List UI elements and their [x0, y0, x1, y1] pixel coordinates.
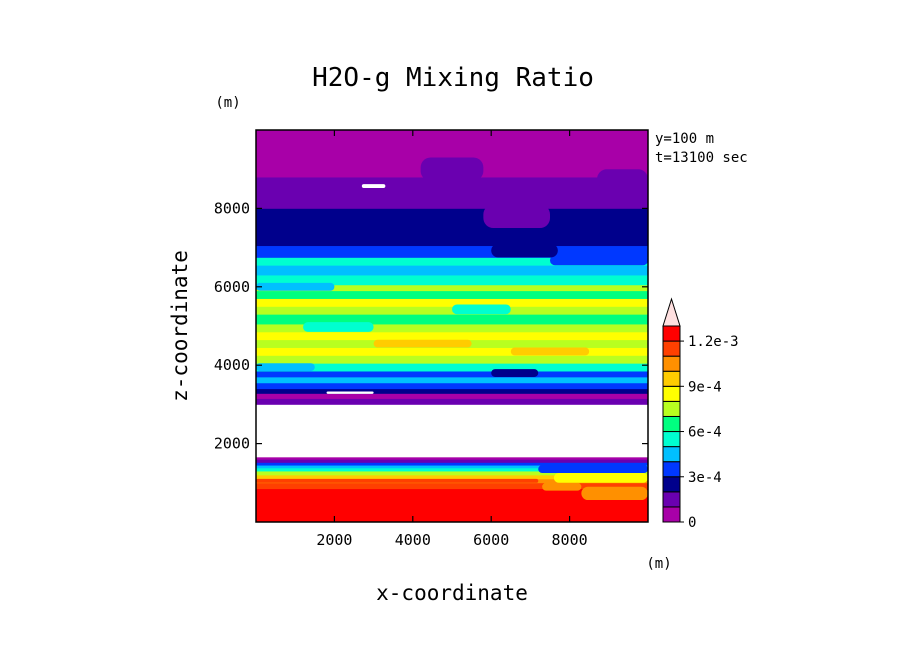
y-axis: 2000 4000 6000 8000	[214, 199, 648, 453]
contour-band	[256, 388, 648, 394]
contour-patch	[597, 169, 648, 189]
contour-patch	[452, 304, 511, 315]
colorbar-segment	[662, 355, 681, 372]
colorbar-segment	[662, 491, 681, 508]
y-tick-label: 6000	[214, 278, 250, 296]
colorbar-tick-label: 1.2e-3	[688, 334, 739, 350]
contour-band	[256, 471, 648, 476]
colorbar-tick-label: 6e-4	[688, 425, 722, 441]
contour-band	[256, 177, 648, 209]
contour-patch	[256, 363, 315, 372]
contour-band	[256, 398, 648, 405]
contour-band	[256, 462, 648, 466]
contour-patch	[303, 322, 374, 332]
contour-band	[256, 393, 648, 399]
y-tick-label: 2000	[214, 435, 250, 453]
colorbar-tick-label: 3e-4	[688, 470, 722, 486]
contour-patch	[326, 391, 374, 394]
contour-patch	[542, 482, 582, 491]
contour-band	[256, 265, 648, 276]
colorbar-segment	[662, 446, 681, 463]
contour-band	[256, 208, 648, 229]
contour-patch	[581, 486, 648, 501]
contour-band	[256, 459, 648, 463]
contour-field	[256, 130, 648, 523]
x-axis-label: x-coordinate	[376, 581, 528, 605]
info-line-time: t=13100 sec	[655, 150, 748, 166]
contour-patch	[256, 478, 539, 483]
y-tick-label: 8000	[214, 199, 250, 217]
contour-band	[256, 474, 648, 480]
contour-patch	[420, 157, 484, 181]
contour-band	[256, 376, 648, 384]
colorbar-segment	[662, 340, 681, 357]
contour-patch	[373, 339, 472, 348]
colorbar-segment	[662, 385, 681, 402]
contour-band	[256, 324, 648, 333]
x-unit-label: (m)	[646, 556, 671, 572]
colorbar: 0 3e-4 6e-4 9e-4 1.2e-3	[662, 297, 739, 531]
contour-band	[256, 306, 648, 315]
colorbar-segment	[662, 506, 681, 523]
contour-patch	[361, 184, 386, 189]
contour-band	[256, 371, 648, 378]
x-tick-label: 4000	[395, 531, 431, 549]
y-unit-label: (m)	[215, 95, 240, 111]
contour-band	[256, 284, 648, 292]
contour-band	[256, 363, 648, 372]
contour-band	[256, 228, 648, 247]
contour-patch	[491, 369, 539, 377]
colorbar-segment	[662, 400, 681, 417]
contour-band	[256, 298, 648, 307]
contour-band	[256, 331, 648, 341]
info-line-position: y=100 m	[655, 131, 714, 147]
contour-band	[256, 355, 648, 364]
colorbar-segment	[662, 370, 681, 387]
contour-band	[256, 257, 648, 266]
contour-patch	[483, 204, 550, 228]
y-tick-label: 4000	[214, 356, 250, 374]
contour-band	[256, 465, 648, 469]
contour-band	[256, 467, 648, 472]
colorbar-extend-arrow	[662, 297, 681, 327]
x-tick-label: 6000	[473, 531, 509, 549]
contour-band	[256, 456, 648, 460]
x-axis: 2000 4000 6000 8000	[316, 130, 588, 549]
contour-patch	[256, 282, 335, 291]
plot-frame	[255, 129, 649, 523]
contour-band	[256, 290, 648, 299]
colorbar-segment	[662, 476, 681, 493]
colorbar-tick-label: 9e-4	[688, 379, 722, 395]
contour-band	[256, 314, 648, 325]
colorbar-segment	[662, 415, 681, 433]
colorbar-segment	[662, 431, 681, 448]
contour-band	[256, 382, 648, 390]
colorbar-segment	[662, 461, 681, 478]
colorbar-segment	[662, 325, 681, 342]
chart-title: H2O-g Mixing Ratio	[312, 63, 594, 93]
contour-patch	[538, 465, 648, 473]
contour-patch	[550, 255, 648, 266]
y-axis-label: z-coordinate	[168, 250, 192, 402]
contour-patch	[510, 347, 590, 356]
contour-band	[256, 482, 648, 490]
x-tick-label: 2000	[316, 531, 352, 549]
contour-band	[256, 404, 648, 458]
colorbar-tick-label: 0	[688, 515, 696, 531]
contour-patch	[491, 243, 558, 258]
contour-patch	[553, 473, 648, 483]
contour-band	[256, 275, 648, 286]
contour-band	[256, 347, 648, 356]
x-tick-label: 8000	[552, 531, 588, 549]
